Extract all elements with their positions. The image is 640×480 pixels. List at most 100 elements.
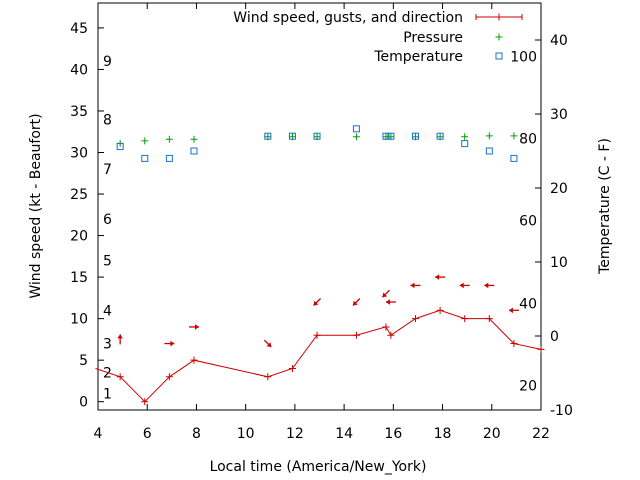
pressure-point — [165, 135, 173, 143]
legend-wind-label: Wind speed, gusts, and direction — [233, 10, 463, 26]
wind-speed-point — [313, 331, 321, 339]
beaufort-label: 5 — [103, 253, 112, 269]
x-tick-label: 8 — [192, 426, 201, 442]
fahrenheit-label: 100 — [510, 49, 537, 65]
fahrenheit-label: 80 — [519, 131, 537, 147]
y2-tick-label: -10 — [550, 403, 573, 419]
temperature-point — [352, 125, 360, 133]
wind-speed-point — [165, 373, 173, 381]
pressure-point — [485, 132, 493, 140]
x-tick-label: 22 — [532, 426, 550, 442]
wind-direction-arrowhead — [313, 300, 319, 306]
pressure-point — [141, 137, 149, 145]
temperature-point — [485, 147, 493, 155]
wind-direction-arrowhead — [382, 292, 388, 298]
temperature-point — [382, 132, 390, 140]
y-tick-label: 10 — [70, 312, 88, 328]
wind-speed-point — [537, 345, 545, 353]
temperature-point — [116, 143, 124, 151]
beaufort-label: 3 — [103, 337, 112, 353]
y2-tick-label: 20 — [550, 181, 568, 197]
x-tick-label: 6 — [143, 426, 152, 442]
wind-direction-arrowhead — [385, 299, 390, 305]
wind-speed-point — [510, 340, 518, 348]
wind-speed-line — [95, 309, 542, 403]
x-axis-label: Local time (America/New_York) — [210, 459, 427, 475]
pressure-point — [510, 132, 518, 140]
wind-direction-arrowhead — [117, 334, 123, 339]
temperature-point — [288, 132, 296, 140]
beaufort-label: 7 — [103, 162, 112, 178]
ticks-layer: 4 6 8 10 12 14 16 18 20 22051015202530354045-1001… — [70, 3, 573, 442]
legend-pressure-sample — [495, 33, 503, 41]
fahrenheit-label: 60 — [519, 214, 537, 230]
beaufort-label: 8 — [103, 112, 112, 128]
fahrenheit-label: 40 — [519, 296, 537, 312]
y2-tick-label: 10 — [550, 255, 568, 271]
wind-direction-arrowhead — [484, 282, 489, 289]
x-tick-label: 4 — [94, 426, 103, 442]
y-axis-label: Wind speed (kt - Beaufort) — [28, 113, 44, 298]
x-tick-label: 18 — [434, 426, 452, 442]
y2-tick-label: 0 — [550, 329, 559, 345]
legend: Wind speed, gusts, and direction Pressur… — [233, 10, 523, 65]
temperature-point — [190, 147, 198, 155]
beaufort-label: 9 — [103, 54, 112, 70]
wind-speed-point — [190, 356, 198, 364]
y-tick-label: 30 — [70, 146, 88, 162]
wind-speed-point — [264, 373, 272, 381]
wind-direction-arrowhead — [410, 282, 415, 289]
wind-speed-point — [387, 331, 395, 339]
wind-speed-point — [382, 323, 390, 331]
y-tick-label: 25 — [70, 187, 88, 203]
plot-frame-layer — [97, 2, 542, 411]
y-tick-label: 15 — [70, 270, 88, 286]
beaufort-label: 1 — [103, 386, 112, 402]
y2-tick-label: 30 — [550, 107, 568, 123]
temperature-point — [510, 154, 518, 162]
y-tick-label: 45 — [70, 21, 88, 37]
wind-speed-point — [352, 331, 360, 339]
wind-speed-point — [288, 364, 296, 372]
legend-pressure-label: Pressure — [403, 30, 463, 46]
wind-direction-arrowhead — [194, 324, 199, 330]
wind-direction-arrowhead — [508, 307, 513, 314]
temperature-point — [387, 132, 395, 140]
wind-direction-arrowhead — [435, 274, 440, 280]
wind-speed-point — [116, 373, 124, 381]
pressure-point — [190, 135, 198, 143]
wind-direction-arrowhead — [459, 282, 464, 289]
legend-temperature-sample — [495, 52, 503, 60]
fahrenheit-label: 20 — [519, 379, 537, 395]
temperature-point — [411, 132, 419, 140]
temperature-point — [461, 140, 469, 148]
wind-direction-arrowhead — [352, 300, 358, 306]
pressure-point — [352, 133, 360, 141]
legend-wind-sample-marker — [495, 13, 503, 21]
beaufort-label: 2 — [103, 366, 112, 382]
x-tick-label: 20 — [483, 426, 501, 442]
wind-direction-arrowhead — [266, 342, 272, 348]
plot-frame — [97, 2, 542, 411]
temperature-point — [436, 132, 444, 140]
wind-speed-point — [141, 398, 149, 406]
temperature-point — [313, 132, 321, 140]
pressure-point — [461, 133, 469, 141]
y-tick-label: 5 — [79, 353, 88, 369]
x-tick-label: 10 — [237, 426, 255, 442]
legend-temperature-label: Temperature — [373, 49, 463, 65]
y2-axis-label: Temperature (C - F) — [597, 138, 613, 275]
y-tick-label: 0 — [79, 395, 88, 411]
temperature-point — [165, 154, 173, 162]
y-tick-label: 20 — [70, 229, 88, 245]
wind-direction-arrowhead — [170, 340, 175, 347]
beaufort-label: 6 — [103, 212, 112, 228]
series-layer — [95, 125, 545, 406]
x-tick-label: 16 — [384, 426, 402, 442]
beaufort-label: 4 — [103, 303, 112, 319]
temperature-point — [264, 132, 272, 140]
wind-speed-point — [436, 306, 444, 314]
y2-tick-label: 40 — [550, 33, 568, 49]
x-tick-label: 14 — [335, 426, 353, 442]
